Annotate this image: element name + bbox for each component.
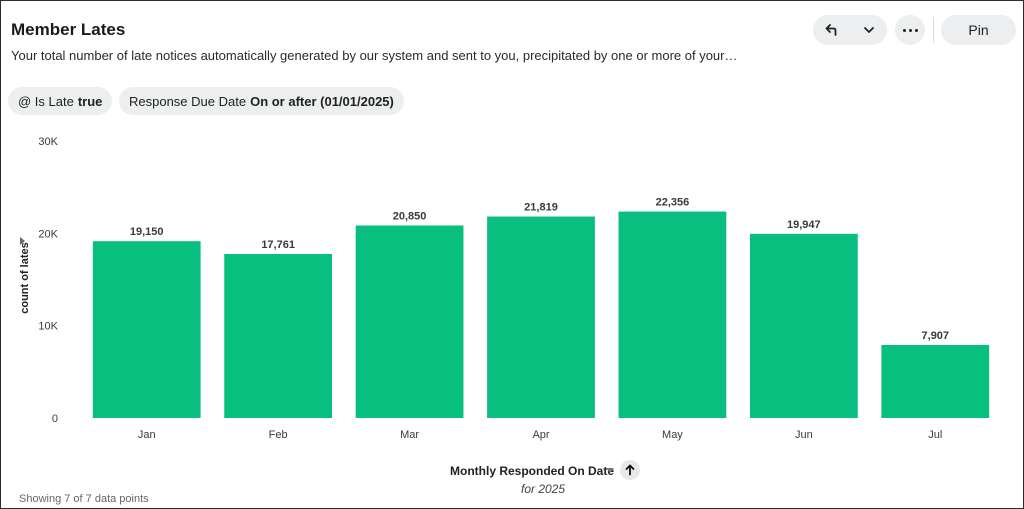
x-axis-sublabel: for 2025 — [521, 482, 566, 496]
data-points-status: Showing 7 of 7 data points — [19, 493, 149, 505]
data-label: 22,356 — [656, 197, 690, 209]
sort-ascending-icon — [625, 464, 635, 476]
chart-description: Your total number of late notices automa… — [11, 48, 738, 63]
y-axis-label[interactable]: count of lates — [19, 242, 31, 314]
data-label: 19,947 — [787, 219, 821, 231]
bar-jul[interactable] — [881, 344, 990, 418]
x-axis-dropdown-icon[interactable] — [606, 468, 614, 473]
filter-chip-label: @ Is Late — [18, 93, 74, 109]
data-label: 20,850 — [393, 210, 427, 222]
x-tick-label: Jul — [928, 429, 942, 441]
y-axis-menu-icon[interactable] — [20, 237, 25, 245]
more-horizontal-icon — [902, 28, 906, 32]
filter-chip-label: Response Due Date — [129, 93, 247, 109]
x-tick-label: May — [662, 429, 683, 441]
x-tick-label: Jan — [138, 429, 156, 441]
filter-chip-value: On or after (01/01/2025) — [250, 93, 394, 109]
y-tick-label: 10K — [38, 321, 58, 333]
x-tick-label: Apr — [532, 429, 549, 441]
data-label: 17,761 — [261, 239, 295, 251]
filter-chip-response-due-date[interactable]: Response Due Date On or after (01/01/2025… — [119, 87, 404, 115]
bar-mar[interactable] — [355, 225, 464, 418]
x-axis-label[interactable]: Monthly Responded On Date — [450, 464, 615, 478]
y-tick-label: 0 — [52, 413, 58, 425]
y-tick-label: 20K — [38, 228, 58, 240]
undo-arrow-icon — [825, 24, 836, 36]
x-tick-label: Mar — [400, 429, 419, 441]
data-label: 21,819 — [524, 202, 558, 214]
bar-jan[interactable] — [92, 241, 201, 418]
data-label: 19,150 — [130, 226, 164, 238]
undo-button-group — [813, 15, 887, 45]
chevron-down-icon — [863, 27, 874, 33]
data-label: 7,907 — [922, 330, 950, 342]
bar-feb[interactable] — [224, 254, 333, 418]
filter-chip-value: true — [77, 93, 103, 109]
bar-apr[interactable] — [487, 216, 595, 418]
y-tick-label: 30K — [38, 136, 58, 148]
undo-button[interactable] — [813, 15, 850, 45]
bar-may[interactable] — [618, 211, 727, 418]
x-tick-label: Feb — [269, 429, 288, 441]
pin-button[interactable]: Pin — [941, 15, 1016, 45]
bar-jun[interactable] — [749, 233, 858, 418]
chart-title: Member Lates — [11, 20, 126, 39]
undo-dropdown-button[interactable] — [850, 15, 887, 45]
sort-button[interactable] — [620, 460, 640, 480]
x-tick-label: Jun — [795, 429, 813, 441]
more-options-button[interactable] — [895, 15, 925, 45]
toolbar-divider — [933, 17, 934, 43]
filter-chip-is-late[interactable]: @ Is Late true — [8, 87, 113, 115]
